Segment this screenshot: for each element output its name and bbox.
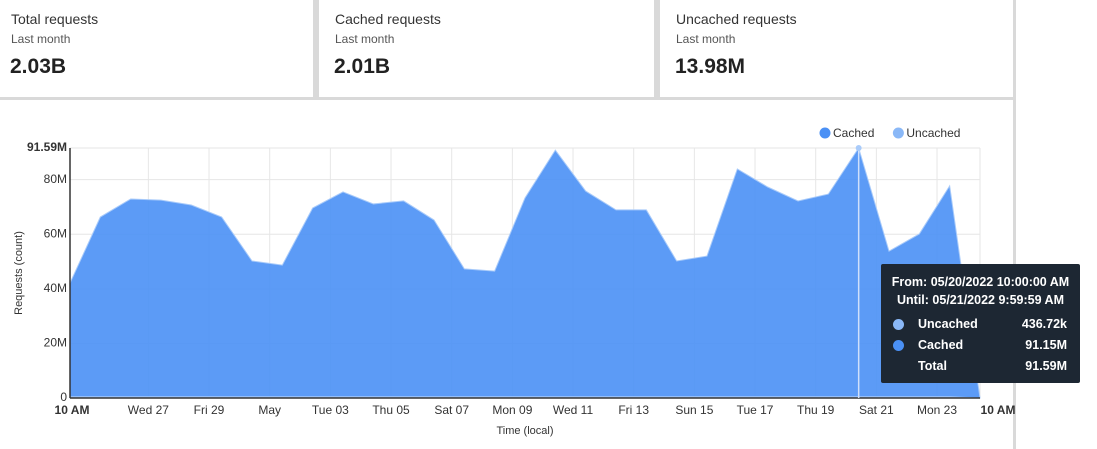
tooltip-from: From: 05/20/2022 10:00:00 AM	[881, 275, 1080, 289]
value: 05/20/2022 10:00:00 AM	[930, 275, 1070, 289]
hover-dot	[855, 145, 862, 152]
area	[69, 146, 981, 399]
card: Uncached requests Last month 13.98M	[660, 0, 1013, 100]
x-tick-label: Wed 11	[553, 403, 594, 417]
y-tick-label: 0	[60, 390, 67, 404]
tooltip: From: 05/20/2022 10:00:00 AM Until: 05/2…	[881, 264, 1080, 383]
x-tick-label: Fri 13	[618, 403, 649, 417]
y-tick-label: 40M	[44, 281, 67, 295]
card-value: 2.01B	[334, 55, 391, 78]
label: From:	[891, 275, 928, 289]
x-tick-label: Mon 09	[492, 403, 532, 417]
x-tick-label: Thu 05	[372, 403, 410, 417]
x-tick-label: 10 AM	[55, 403, 90, 417]
x-tick-label: Sun 15	[675, 403, 713, 417]
x-tick-label: Mon 23	[917, 403, 957, 417]
card: Total requests Last month 2.03B	[0, 0, 313, 100]
legend-dot	[819, 127, 831, 139]
x-axis-label: Time (local)	[496, 425, 553, 437]
card-value: 2.03B	[10, 55, 67, 78]
x-tick-label: Tue 03	[312, 403, 349, 417]
value: 91.59M	[1025, 359, 1067, 373]
y-tick-label: 80M	[44, 172, 67, 186]
x-tick-label: Sat 21	[859, 403, 894, 417]
tooltip-until: Until: 05/21/2022 9:59:59 AM	[881, 293, 1080, 307]
card-subtitle: Last month	[335, 32, 395, 46]
separator	[654, 0, 660, 100]
y-axis-label: Requests (count)	[13, 231, 25, 315]
y-tick-label: 20M	[44, 336, 67, 350]
y-tick-label: 60M	[44, 226, 67, 240]
dot	[893, 319, 904, 330]
value: 436.72k	[1021, 317, 1067, 331]
y-tick-label: 91.59M	[27, 140, 67, 154]
x-tick-label: May	[258, 403, 281, 417]
separator	[313, 0, 319, 100]
tooltip-row: Total 91.59M	[881, 357, 1080, 377]
x-tick-label: Fri 29	[194, 403, 225, 417]
card-value: 13.98M	[675, 55, 746, 78]
x-tick-label: Tue 17	[737, 403, 774, 417]
tooltip-row: Cached 91.15M	[881, 336, 1080, 356]
name: Cached	[918, 338, 964, 352]
card-subtitle: Last month	[676, 32, 736, 46]
value: 05/21/2022 9:59:59 AM	[932, 293, 1064, 307]
card-subtitle: Last month	[11, 32, 71, 46]
card: Cached requests Last month 2.01B	[319, 0, 654, 100]
label: Until:	[897, 293, 929, 307]
x-tick-label: Sat 07	[434, 403, 469, 417]
x-tick-label: Wed 27	[128, 403, 169, 417]
legend-label: Uncached	[906, 126, 960, 140]
dot	[893, 340, 904, 351]
value: 91.15M	[1025, 338, 1067, 352]
legend-label: Cached	[833, 126, 874, 140]
card-title: Uncached requests	[676, 11, 797, 27]
name: Uncached	[918, 317, 978, 331]
x-tick-label: 10 AM	[981, 403, 1016, 417]
tooltip-row: Uncached 436.72k	[881, 315, 1080, 335]
card-title: Total requests	[11, 11, 99, 27]
name: Total	[918, 359, 947, 373]
separator	[1013, 0, 1016, 449]
x-tick-label: Thu 19	[797, 403, 835, 417]
card-title: Cached requests	[335, 11, 441, 27]
legend-dot	[892, 127, 904, 139]
